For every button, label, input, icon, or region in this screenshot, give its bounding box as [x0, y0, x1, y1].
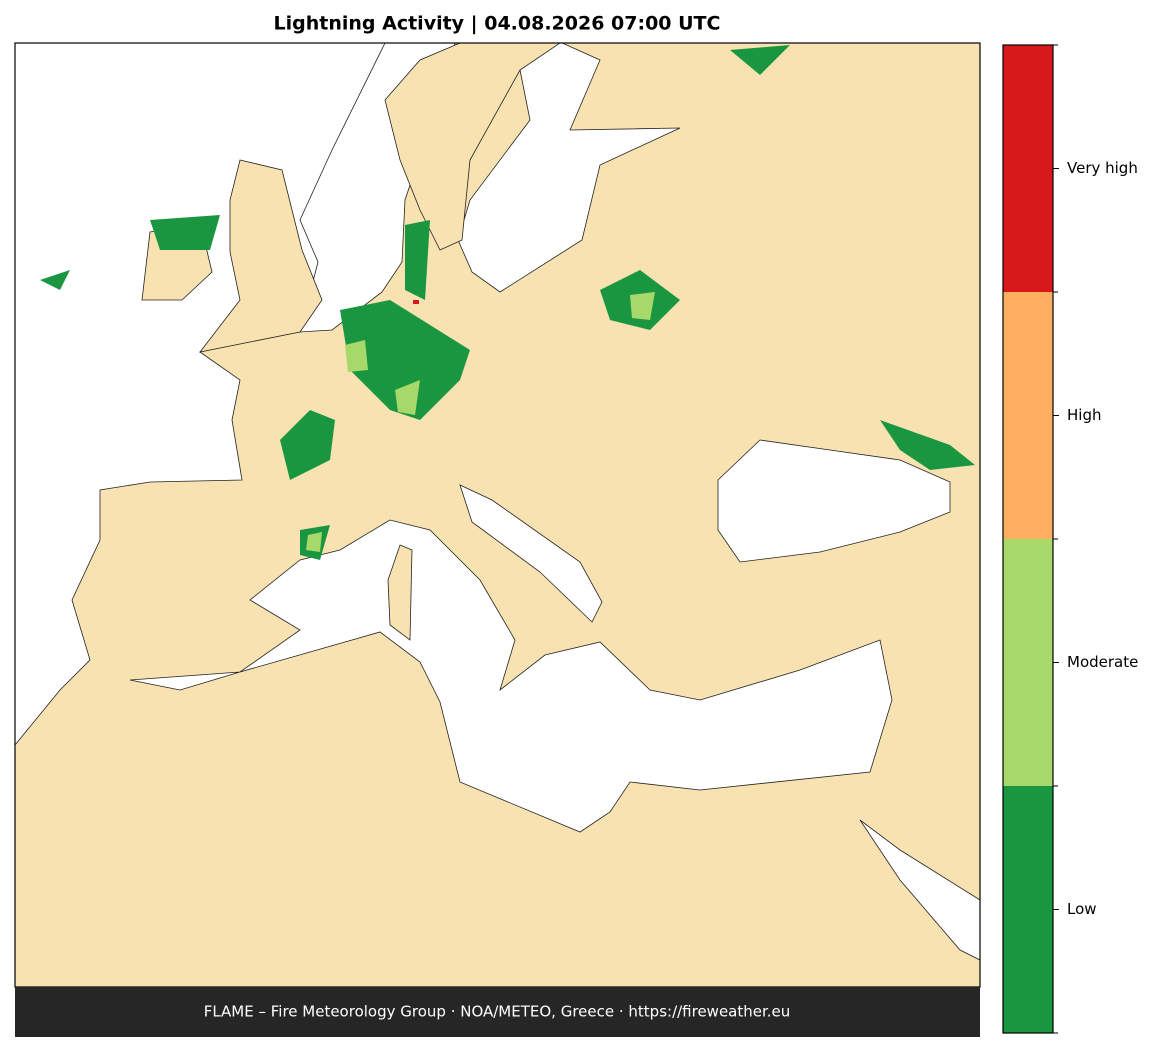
colorbar-segment — [1003, 45, 1053, 292]
colorbar-label: Moderate — [1067, 653, 1138, 671]
colorbar: Low Moderate High Very high — [1002, 44, 1138, 1034]
scandinavia — [384, 43, 561, 251]
colorbar-frame — [1002, 44, 1054, 1034]
colorbar-segment — [1003, 539, 1053, 786]
colorbar-segment — [1003, 292, 1053, 539]
colorbar-segment — [1003, 786, 1053, 1033]
corsica-sardinia — [387, 544, 413, 641]
black-sea — [717, 439, 951, 563]
red-sea — [859, 819, 980, 961]
colorbar-label: High — [1067, 406, 1101, 424]
great-britain — [199, 159, 323, 353]
title: Lightning Activity | 04.08.2026 07:00 UT… — [274, 13, 721, 35]
map — [14, 42, 981, 988]
footer: FLAME – Fire Meteorology Group · NOA/MET… — [204, 1003, 791, 1021]
colorbar-label: Low — [1067, 900, 1097, 918]
lightning-very-high — [413, 300, 419, 304]
mediterranean — [129, 519, 893, 833]
lightning-moderate — [306, 292, 655, 552]
colorbar-label: Very high — [1067, 159, 1138, 177]
baltic — [457, 43, 681, 293]
footer-bar — [15, 987, 980, 1037]
adriatic — [459, 484, 603, 623]
